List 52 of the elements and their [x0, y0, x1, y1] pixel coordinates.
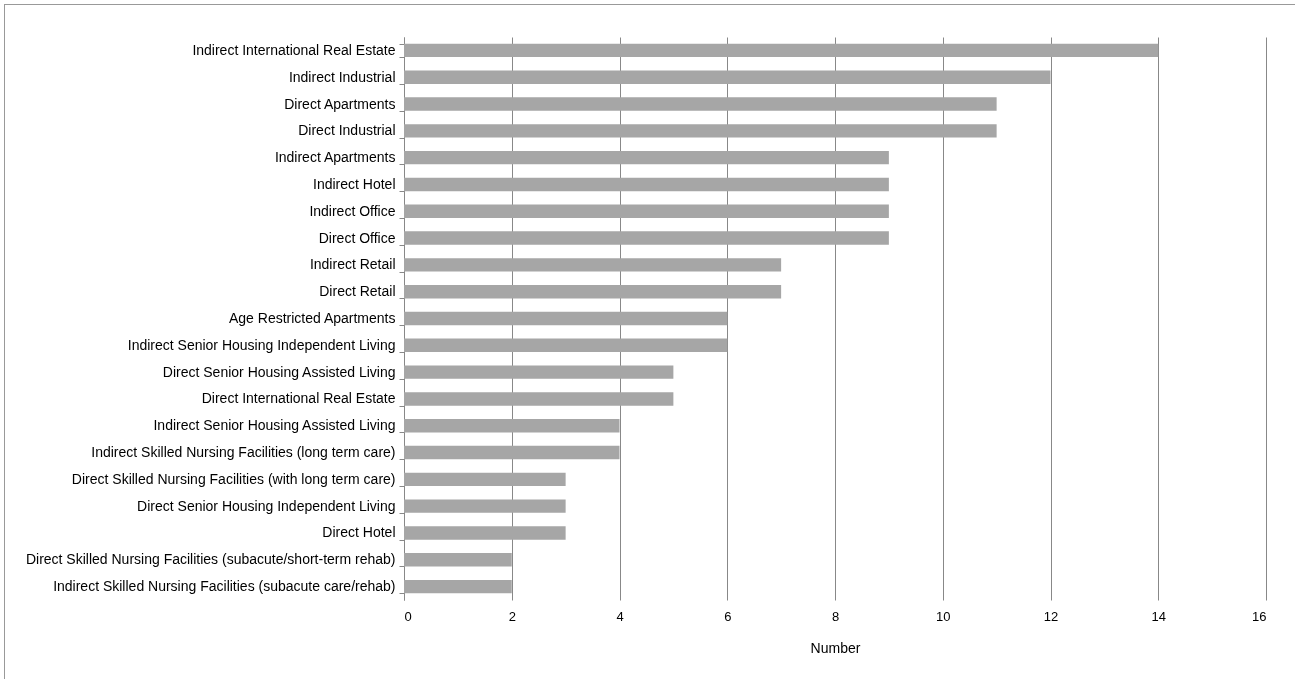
bar — [404, 338, 728, 353]
bar — [404, 70, 1051, 84]
bar — [404, 445, 620, 460]
x-tick-label: 12 — [1043, 608, 1059, 624]
y-tick-label: Direct Retail — [319, 283, 396, 300]
y-tick-label: Indirect Apartments — [274, 149, 396, 166]
y-tick-label: Direct Hotel — [322, 524, 396, 541]
x-tick-label: 6 — [724, 608, 732, 624]
bar — [404, 472, 566, 487]
bar — [404, 124, 997, 138]
y-tick-label: Direct Office — [318, 229, 396, 246]
y-tick-label: Indirect Industrial — [288, 68, 396, 85]
y-tick-label: Direct Industrial — [298, 122, 396, 139]
x-tick-label: 8 — [831, 608, 840, 624]
x-tick-label: 0 — [404, 608, 412, 624]
bar — [404, 177, 889, 192]
bar — [404, 365, 674, 379]
bar — [404, 392, 674, 406]
y-tick-label: Indirect Senior Housing Independent Living — [127, 336, 396, 353]
bar — [404, 231, 889, 245]
y-tick-label: Direct Senior Housing Assisted Living — [162, 363, 396, 380]
x-axis-title: Number — [810, 639, 861, 656]
y-tick-label: Direct International Real Estate — [201, 390, 396, 407]
bar — [404, 43, 1159, 58]
bar — [404, 284, 782, 299]
bar — [404, 526, 566, 540]
x-tick-label: 2 — [508, 608, 516, 624]
y-tick-label: Indirect Skilled Nursing Facilities (long term care) — [91, 444, 396, 461]
x-tick-label: 16 — [1252, 608, 1267, 624]
bar — [404, 553, 512, 567]
bar — [404, 258, 782, 272]
x-tick-label: 4 — [616, 608, 624, 624]
y-tick-label: Indirect Senior Housing Assisted Living — [153, 417, 396, 434]
bar — [404, 97, 997, 111]
y-tick-label: Indirect International Real Estate — [192, 41, 396, 58]
y-tick-label: Indirect Office — [309, 202, 396, 219]
bar — [404, 150, 889, 165]
y-tick-label: Direct Apartments — [284, 95, 396, 112]
bar — [404, 419, 620, 433]
bar — [404, 311, 728, 326]
y-tick-label: Indirect Skilled Nursing Facilities (subacute care/rehab) — [53, 578, 396, 595]
y-tick-label: Direct Skilled Nursing Facilities (with long term care) — [71, 470, 396, 487]
y-tick-label: Indirect Hotel — [313, 175, 396, 192]
bar — [404, 579, 512, 594]
y-tick-label: Indirect Retail — [309, 256, 396, 273]
bar — [404, 499, 566, 513]
x-tick-label: 14 — [1151, 608, 1166, 624]
x-tick-label: 10 — [936, 608, 951, 624]
y-tick-label: Direct Skilled Nursing Facilities (subacute/short-term rehab) — [25, 551, 396, 568]
y-tick-label: Age Restricted Apartments — [228, 310, 396, 326]
y-tick-label: Direct Senior Housing Independent Living — [137, 497, 396, 514]
bar — [404, 204, 889, 218]
